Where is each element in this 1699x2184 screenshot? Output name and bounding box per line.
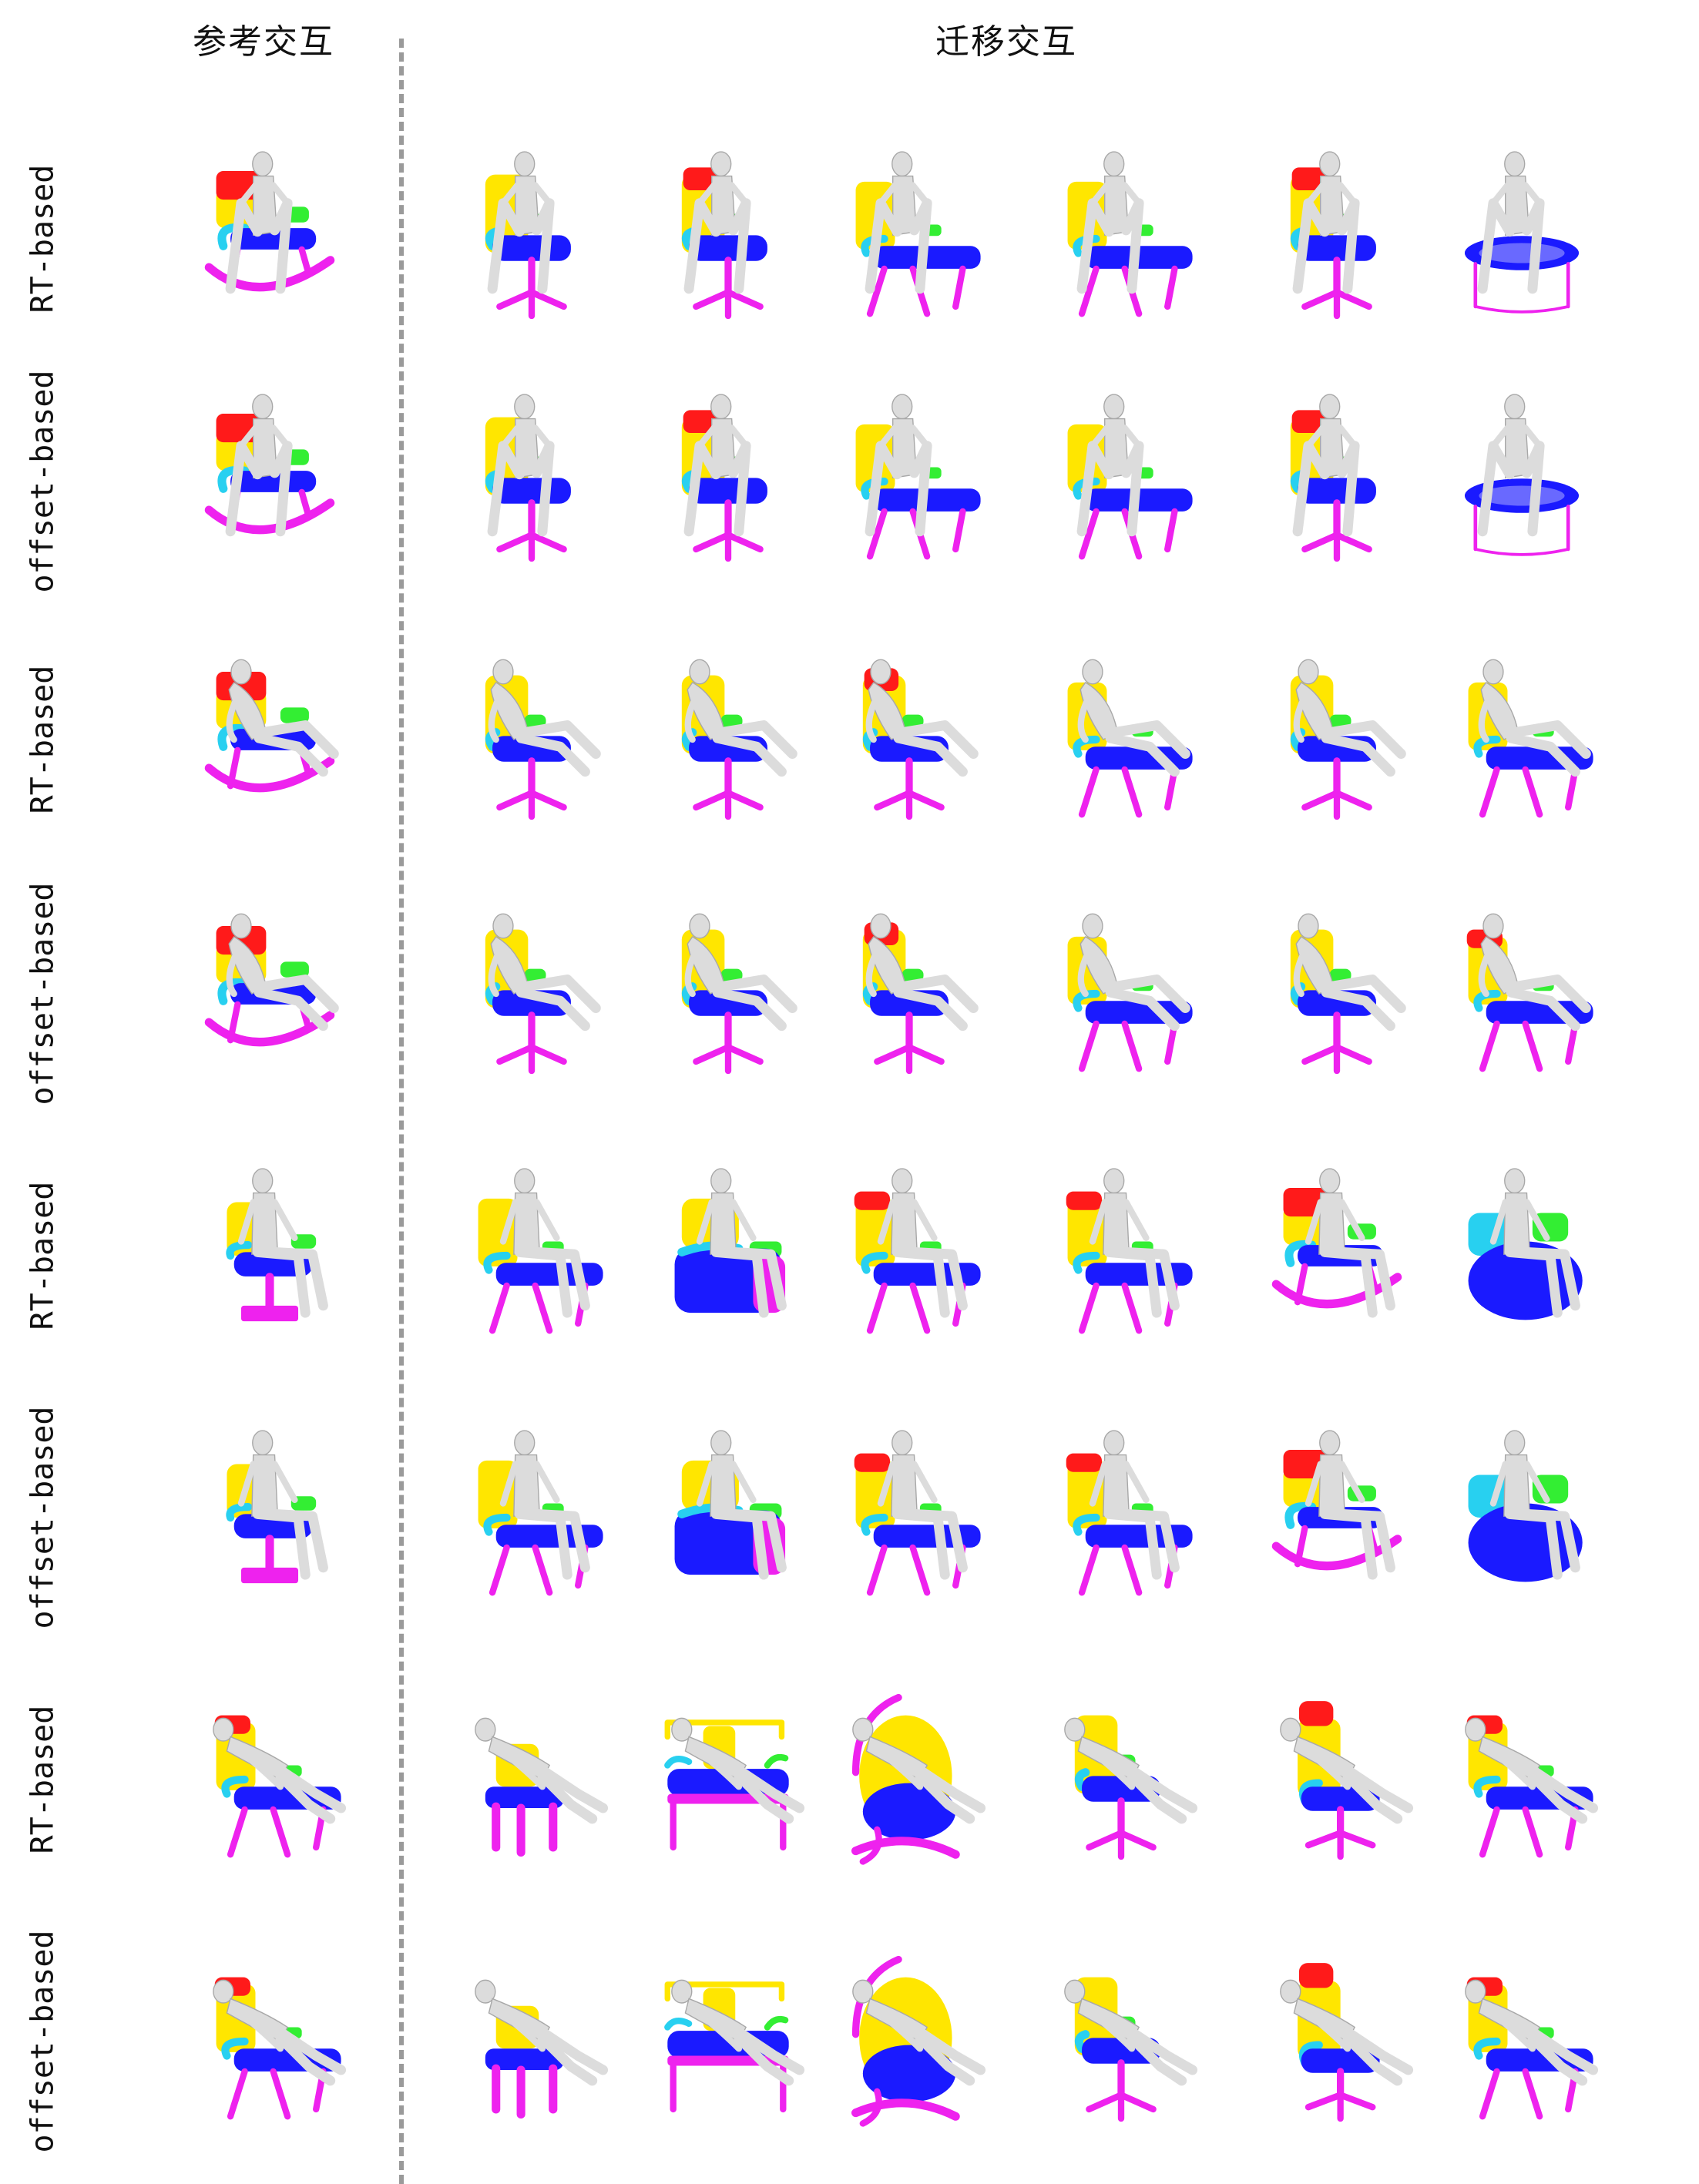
row-label-text: offset-based (25, 370, 61, 593)
row-label-5: RT-based (0, 1132, 85, 1379)
row-6-transfer-2-render (632, 1402, 824, 1633)
row-2-transfer-6-render (1425, 366, 1618, 597)
row-label-text: offset-based (25, 1406, 61, 1629)
row-1-transfer-2-render (632, 123, 824, 354)
row-4-reference-render (173, 878, 366, 1109)
row-7-transfer-5-render (1241, 1664, 1433, 1895)
row-4-transfer-2-render (632, 878, 824, 1109)
row-1-transfer-3-render (813, 123, 1006, 354)
row-2-reference-render (173, 366, 366, 597)
row-5-reference-render (173, 1140, 366, 1371)
row-5-transfer-2-render (632, 1140, 824, 1371)
row-3-transfer-3-render (813, 624, 1006, 855)
row-3-reference-render (173, 624, 366, 855)
row-5-transfer-1-render (435, 1140, 628, 1371)
row-4-transfer-6-render (1425, 878, 1618, 1109)
reference-header: 参考交互 (193, 22, 334, 62)
row-6-transfer-4-render (1025, 1402, 1217, 1633)
row-label-text: offset-based (25, 1930, 61, 2153)
row-8-transfer-5-render (1241, 1926, 1433, 2157)
row-1-transfer-6-render (1425, 123, 1618, 354)
row-4-transfer-5-render (1241, 878, 1433, 1109)
row-5-transfer-3-render (813, 1140, 1006, 1371)
row-8-transfer-3-render (813, 1926, 1006, 2157)
row-label-text: RT-based (25, 665, 60, 814)
row-6-reference-render (173, 1402, 366, 1633)
row-8-reference-render (173, 1926, 366, 2157)
row-3-transfer-2-render (632, 624, 824, 855)
row-8-transfer-4-render (1025, 1926, 1217, 2157)
row-1-reference-render (173, 123, 366, 354)
row-6-transfer-3-render (813, 1402, 1006, 1633)
row-label-text: offset-based (25, 882, 61, 1105)
row-3-transfer-6-render (1425, 624, 1618, 855)
row-1-transfer-4-render (1025, 123, 1217, 354)
row-2-transfer-2-render (632, 366, 824, 597)
row-7-transfer-2-render (632, 1664, 824, 1895)
row-3-transfer-4-render (1025, 624, 1217, 855)
row-label-1: RT-based (0, 116, 85, 362)
row-1-transfer-1-render (435, 123, 628, 354)
row-2-transfer-4-render (1025, 366, 1217, 597)
row-8-transfer-1-render (435, 1926, 628, 2157)
row-label-8: offset-based (0, 1918, 85, 2165)
row-6-transfer-1-render (435, 1402, 628, 1633)
row-6-transfer-5-render (1241, 1402, 1433, 1633)
column-divider (399, 39, 404, 2184)
row-4-transfer-3-render (813, 878, 1006, 1109)
row-2-transfer-3-render (813, 366, 1006, 597)
row-8-transfer-6-render (1425, 1926, 1618, 2157)
row-5-transfer-5-render (1241, 1140, 1433, 1371)
row-label-4: offset-based (0, 871, 85, 1117)
row-7-transfer-6-render (1425, 1664, 1618, 1895)
row-7-transfer-3-render (813, 1664, 1006, 1895)
transfer-header: 迁移交互 (935, 22, 1077, 62)
row-3-transfer-5-render (1241, 624, 1433, 855)
row-5-transfer-4-render (1025, 1140, 1217, 1371)
row-label-3: RT-based (0, 616, 85, 863)
row-7-transfer-4-render (1025, 1664, 1217, 1895)
row-7-transfer-1-render (435, 1664, 628, 1895)
row-1-transfer-5-render (1241, 123, 1433, 354)
row-8-transfer-2-render (632, 1926, 824, 2157)
row-label-text: RT-based (25, 1705, 60, 1854)
row-7-reference-render (173, 1664, 366, 1895)
row-label-text: RT-based (25, 164, 60, 314)
row-4-transfer-4-render (1025, 878, 1217, 1109)
row-6-transfer-6-render (1425, 1402, 1618, 1633)
row-5-transfer-6-render (1425, 1140, 1618, 1371)
row-2-transfer-1-render (435, 366, 628, 597)
row-label-text: RT-based (25, 1181, 60, 1330)
row-label-2: offset-based (0, 358, 85, 605)
row-2-transfer-5-render (1241, 366, 1433, 597)
row-label-7: RT-based (0, 1656, 85, 1903)
row-3-transfer-1-render (435, 624, 628, 855)
row-label-6: offset-based (0, 1394, 85, 1641)
row-4-transfer-1-render (435, 878, 628, 1109)
